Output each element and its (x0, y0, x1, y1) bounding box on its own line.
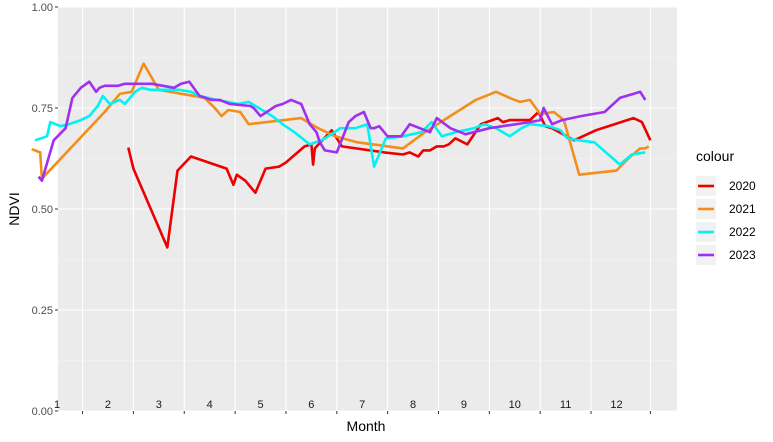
month-label: 8 (410, 399, 416, 411)
legend-label-2021: 2021 (729, 202, 756, 216)
major-grid (58, 6, 677, 412)
month-label: 7 (359, 399, 365, 411)
legend-label-2020: 2020 (729, 179, 756, 193)
month-label: 5 (257, 399, 263, 411)
series-line-2020 (127, 110, 652, 249)
x-axis-title: Month (347, 418, 386, 434)
month-labels: 1 2 3 4 5 6 7 8 9 10 11 12 (54, 399, 623, 411)
y-tick-label: 1.00 (32, 2, 53, 14)
series-line-2021 (31, 62, 650, 180)
legend-label-2023: 2023 (729, 248, 756, 262)
legend-label-2022: 2022 (729, 225, 756, 239)
series-line-2022 (34, 86, 646, 168)
y-axis-title: NDVI (6, 192, 22, 225)
series-lines (31, 62, 652, 249)
series-line-2023 (37, 80, 647, 182)
legend-title: colour (696, 148, 734, 164)
month-label: 12 (610, 399, 622, 411)
y-tick-label: 0.50 (32, 204, 53, 216)
legend-items: 2020 2021 2022 2023 (696, 176, 756, 265)
y-tick-label: 0.00 (32, 406, 53, 418)
y-tick-label: 0.25 (32, 305, 53, 317)
month-label: 2 (105, 399, 111, 411)
month-label: 4 (207, 399, 213, 411)
month-label: 11 (560, 399, 571, 411)
y-tick-label: 0.75 (32, 103, 53, 115)
month-label: 6 (308, 399, 314, 411)
x-axis (82, 411, 651, 414)
month-label: 3 (156, 399, 162, 411)
legend: colour 2020 2021 2022 2023 (696, 148, 756, 265)
month-label: 9 (461, 399, 467, 411)
month-label: 1 (54, 399, 60, 411)
month-label: 10 (509, 399, 521, 411)
y-axis: 0.00 0.25 0.50 0.75 1.00 (32, 2, 58, 418)
